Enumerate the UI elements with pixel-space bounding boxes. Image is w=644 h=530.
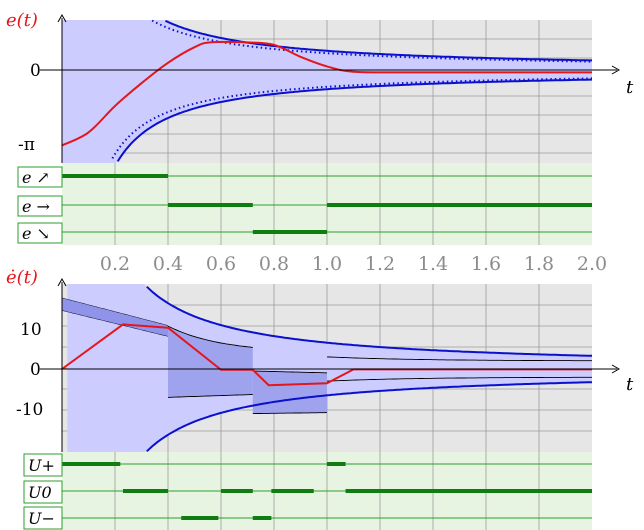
x-tick-label: 1.2: [365, 253, 395, 275]
mode-bars: [62, 174, 592, 234]
x-tick-label: 2.0: [577, 253, 607, 275]
mode-region-edge: [252, 412, 328, 415]
lower-bound-dotted: [111, 77, 592, 159]
y-axis-arrow: [57, 13, 67, 23]
x-tick-label: 1.6: [471, 253, 501, 275]
mode-label-u-minus: U−: [23, 506, 63, 530]
derivative-plot: ė(t) t 10 0 -10: [6, 267, 634, 453]
svg-text:U+: U+: [28, 456, 55, 475]
derivative-curve: [61, 323, 592, 387]
y-tick-zero: 0: [30, 61, 41, 81]
x-tick-label: 1.8: [524, 253, 554, 275]
y-axis-label: ė(t): [6, 267, 38, 288]
upper-bound-curve: [146, 285, 592, 357]
mode-label-decreasing: e ↘: [17, 222, 63, 244]
x-tick-label: 1.0: [312, 253, 342, 275]
x-tick-label: 0.4: [153, 253, 183, 275]
y-tick-minus-pi: -π: [18, 135, 35, 155]
mode-region-edge: [167, 394, 253, 398]
y-tick-minus-10: -10: [16, 400, 43, 420]
y-axis-label: e(t): [6, 10, 38, 31]
mode-region-edge: [252, 370, 327, 374]
mode-region-edge: [326, 356, 592, 362]
initial-band: [62, 20, 116, 163]
y-tick-0: 0: [30, 360, 41, 380]
mode-strip-error: e ↗ e → e ↘: [17, 163, 592, 245]
lower-bound-curve: [116, 78, 592, 162]
y-axis-arrow: [57, 277, 67, 287]
mode-label-constant: e →: [17, 195, 63, 217]
x-axis-arrow: [611, 65, 621, 75]
x-axis-label: t: [626, 77, 634, 98]
svg-text:e ↘: e ↘: [22, 224, 50, 243]
mode-region-edge: [326, 376, 592, 382]
mode-region-fill: [252, 371, 327, 414]
x-axis-arrow: [611, 364, 621, 374]
x-tick-label: 0.6: [206, 253, 236, 275]
svg-text:U0: U0: [28, 483, 52, 502]
x-axis-label: t: [626, 374, 634, 395]
svg-text:e ↗: e ↗: [22, 168, 50, 187]
x-tick-label: 0.2: [100, 253, 130, 275]
svg-text:U−: U−: [28, 509, 55, 528]
x-tick-label: 1.4: [418, 253, 448, 275]
mode-region-edge: [167, 325, 253, 348]
error-curve: [61, 40, 592, 147]
lower-bound-curve: [146, 381, 592, 453]
svg-text:e →: e →: [22, 197, 50, 216]
upper-bound-curve: [164, 19, 592, 62]
mode-bars: [62, 462, 592, 520]
mode-label-increasing: e ↗: [17, 166, 63, 188]
mode-strip-control: U+ U0 U−: [23, 452, 592, 530]
mode-label-u-zero: U0: [23, 480, 63, 504]
bound-band: [67, 284, 593, 452]
y-tick-10: 10: [20, 320, 42, 340]
x-tick-label: 0.8: [259, 253, 289, 275]
bound-curves: [146, 285, 592, 453]
x-tick-labels: 0.2 0.4 0.6 0.8 1.0 1.2 1.4 1.6 1.8 2.0: [100, 253, 607, 275]
error-plot: e(t) t 0 -π: [6, 10, 634, 163]
mode-label-u-plus: U+: [23, 453, 63, 477]
bound-band: [104, 20, 593, 163]
